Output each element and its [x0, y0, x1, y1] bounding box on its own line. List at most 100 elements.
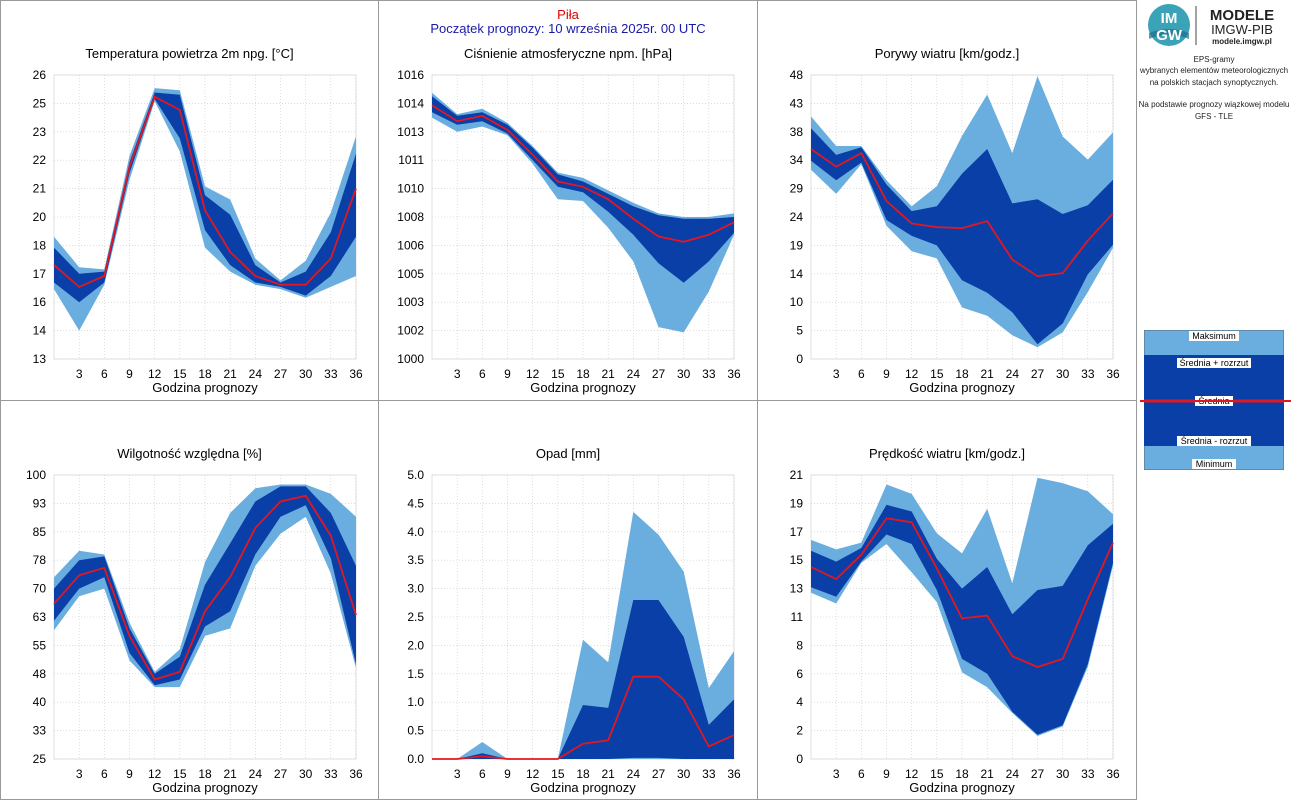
x-tick-label: 15 [173, 367, 187, 381]
forecast-start: Początek prognozy: 10 września 2025r. 00… [430, 21, 706, 36]
x-tick-label: 30 [677, 767, 691, 781]
x-tick-label: 12 [526, 367, 540, 381]
chart-title: Opad [mm] [535, 446, 601, 461]
x-axis-label: Godzina prognozy [909, 380, 1015, 395]
y-tick-label: 14 [33, 324, 47, 338]
y-tick-label: 11 [791, 610, 804, 624]
y-tick-label: 8 [796, 638, 803, 652]
panel-temperature: Temperatura powietrza 2m npg. [°C] 13 14 1… [0, 0, 379, 401]
x-tick-label: 3 [76, 367, 83, 381]
y-tick-label: 1011 [398, 153, 424, 167]
x-tick-label: 12 [148, 367, 162, 381]
x-tick-label: 15 [551, 767, 565, 781]
y-tick-label: 1003 [397, 295, 424, 309]
x-tick-label: 27 [652, 367, 666, 381]
x-tick-label: 21 [223, 767, 237, 781]
y-tick-label: 34 [790, 153, 804, 167]
x-axis-label: Godzina prognozy [530, 380, 636, 395]
x-tick-label: 36 [727, 367, 741, 381]
y-tick-label: 17 [790, 525, 804, 539]
y-tick-label: 24 [790, 210, 804, 224]
mean-line [810, 517, 1114, 668]
y-tick-label: 1010 [397, 182, 424, 196]
y-tick-label: 85 [33, 525, 47, 539]
x-tick-label: 27 [652, 767, 666, 781]
chart-title: Temperatura powietrza 2m npg. [°C] [85, 46, 294, 61]
y-tick-label: 100 [26, 468, 46, 482]
x-tick-label: 30 [1056, 767, 1070, 781]
x-tick-label: 33 [324, 767, 338, 781]
y-tick-label: 0.0 [407, 752, 424, 766]
y-tick-label: 93 [33, 496, 47, 510]
y-tick-label: 3.0 [407, 582, 424, 596]
y-tick-label: 4 [796, 695, 803, 709]
panel-precipitation: Opad [mm] 0.0 0.5 1.0 1.5 2.0 2.5 3.0 3.5 4.0 4.5… [378, 400, 758, 800]
x-tick-label: 33 [702, 767, 716, 781]
legend-mean-minus: Średnia - rozrzut [1181, 435, 1248, 446]
y-tick-label: 19 [790, 496, 804, 510]
y-tick-label: 3.5 [407, 553, 424, 567]
y-tick-label: 13 [790, 582, 804, 596]
logo-bottom-text: GW [1156, 27, 1183, 44]
y-tick-label: 0.5 [407, 724, 424, 738]
y-tick-label: 6 [796, 667, 803, 681]
y-tick-label: 5.0 [407, 468, 424, 482]
logo-url: modele.imgw.pl [1212, 37, 1272, 46]
x-tick-label: 30 [677, 367, 691, 381]
x-tick-label: 21 [223, 367, 237, 381]
x-tick-label: 3 [833, 767, 840, 781]
x-tick-label: 24 [249, 367, 263, 381]
x-tick-label: 36 [1106, 367, 1120, 381]
station-name: Piła [557, 7, 579, 22]
info-line-4: Na podstawie prognozy wiązkowej modelu [1138, 100, 1290, 109]
y-tick-label: 0 [796, 752, 803, 766]
y-tick-label: 1016 [397, 68, 424, 82]
y-tick-label: 48 [790, 68, 804, 82]
imgw-logo: IM GW MODELE IMGW-PIB modele.imgw.pl [1147, 3, 1291, 47]
x-axis-label: Godzina prognozy [909, 780, 1015, 795]
chart-title: Porywy wiatru [km/godz.] [874, 46, 1020, 61]
y-tick-label: 2 [796, 724, 803, 738]
x-tick-label: 24 [1006, 367, 1020, 381]
y-tick-label: 5 [796, 324, 803, 338]
x-tick-label: 24 [627, 767, 641, 781]
x-tick-label: 27 [274, 367, 288, 381]
y-tick-label: 26 [33, 68, 47, 82]
x-tick-label: 6 [101, 767, 108, 781]
y-tick-label: 55 [33, 638, 47, 652]
y-tick-label: 20 [33, 210, 47, 224]
x-tick-label: 6 [858, 767, 865, 781]
y-tick-label: 2.0 [407, 638, 424, 652]
x-axis-label: Godzina prognozy [152, 380, 258, 395]
x-tick-label: 3 [454, 767, 461, 781]
y-tick-label: 4.0 [407, 525, 424, 539]
y-tick-label: 40 [33, 695, 47, 709]
y-tick-label: 13 [33, 352, 47, 366]
info-line-1: EPS-gramy [1193, 55, 1235, 64]
chart-title: Ciśnienie atmosferyczne npm. [hPa] [463, 46, 673, 61]
y-tick-label: 0 [796, 352, 803, 366]
x-tick-label: 21 [980, 767, 994, 781]
x-tick-label: 15 [551, 367, 565, 381]
y-tick-label: 21 [790, 468, 804, 482]
x-tick-label: 24 [249, 767, 263, 781]
y-tick-label: 17 [33, 267, 47, 281]
y-tick-label: 23 [33, 125, 47, 139]
logo-subtitle: IMGW-PIB [1211, 22, 1273, 37]
y-tick-label: 70 [33, 582, 47, 596]
logo-top-text: IM [1161, 10, 1178, 27]
x-tick-label: 12 [526, 767, 540, 781]
x-tick-label: 27 [1031, 767, 1045, 781]
range-band-min-max [432, 92, 734, 333]
mean-line [53, 95, 357, 288]
y-tick-label: 1005 [397, 267, 424, 281]
x-tick-label: 30 [1056, 367, 1070, 381]
y-tick-label: 1008 [397, 210, 424, 224]
y-tick-label: 43 [790, 96, 804, 110]
y-tick-label: 63 [33, 610, 47, 624]
y-tick-label: 2.5 [407, 610, 424, 624]
x-tick-label: 6 [479, 367, 486, 381]
